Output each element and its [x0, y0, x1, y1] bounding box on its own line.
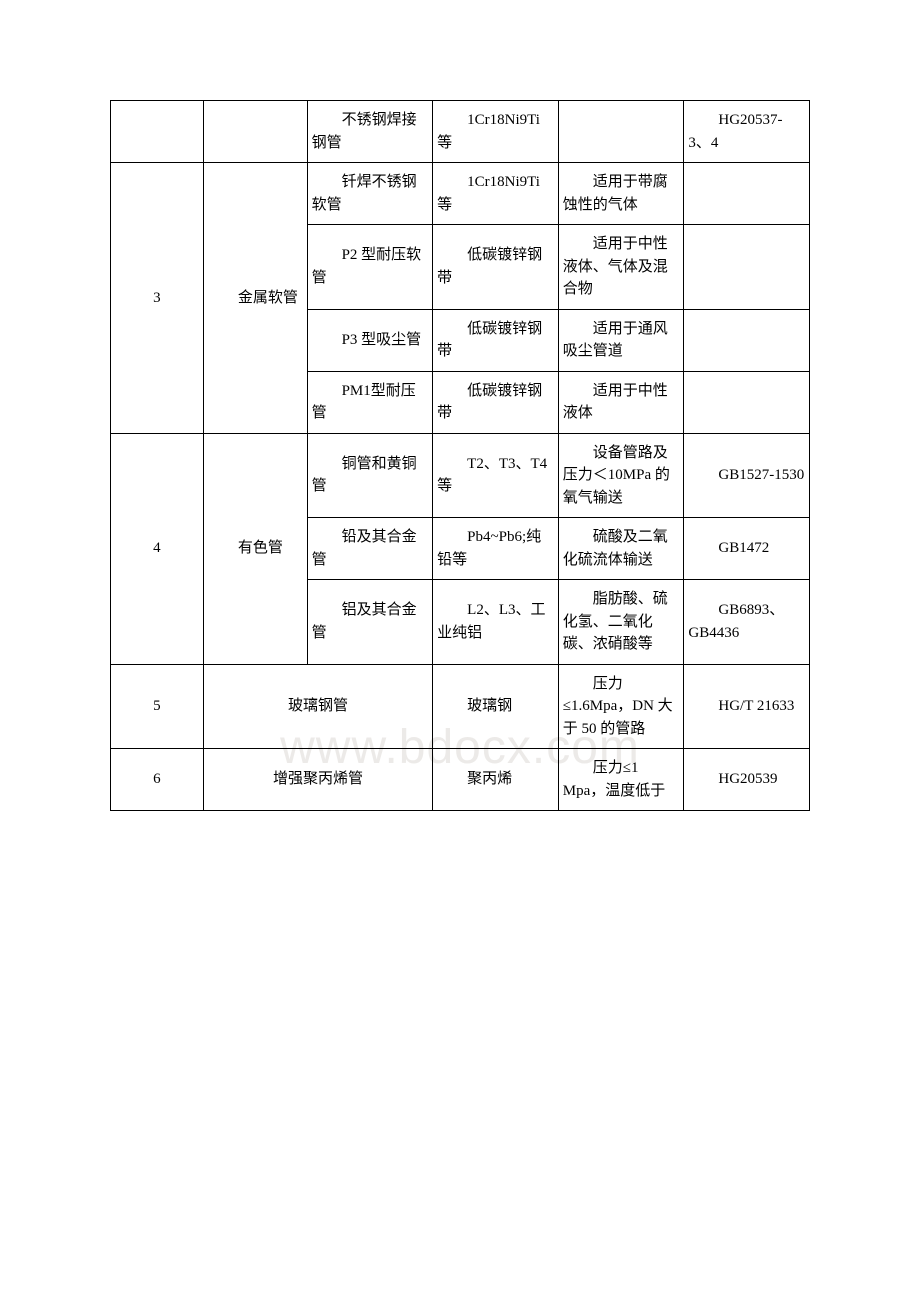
cell-category: [203, 101, 307, 163]
cell-standard: GB1527-1530: [684, 433, 810, 518]
cell-standard: HG20539: [684, 749, 810, 811]
table-row: 4 有色管 铜管和黄铜管 T2、T3、T4 等 设备管路及压力＜10MPa 的氧…: [111, 433, 810, 518]
cell-seq: 5: [111, 664, 204, 749]
cell-category: 有色管: [203, 433, 307, 664]
cell-usage: 压力≤1.6Mpa，DN 大于 50 的管路: [558, 664, 684, 749]
cell-material: 玻璃钢: [433, 664, 559, 749]
table-row: 不锈钢焊接钢管 1Cr18Ni9Ti 等 HG20537-3、4: [111, 101, 810, 163]
cell-name: 不锈钢焊接钢管: [307, 101, 433, 163]
cell-standard: [684, 309, 810, 371]
cell-material: 1Cr18Ni9Ti 等: [433, 163, 559, 225]
cell-usage: 适用于通风吸尘管道: [558, 309, 684, 371]
cell-material: T2、T3、T4 等: [433, 433, 559, 518]
cell-usage: 适用于中性液体: [558, 371, 684, 433]
table-row: 6 增强聚丙烯管 聚丙烯 压力≤1 Mpa，温度低于 HG20539: [111, 749, 810, 811]
cell-usage: 脂肪酸、硫化氢、二氧化碳、浓硝酸等: [558, 580, 684, 665]
cell-name: 铝及其合金管: [307, 580, 433, 665]
cell-seq: 4: [111, 433, 204, 664]
cell-usage: 硫酸及二氧化硫流体输送: [558, 518, 684, 580]
cell-standard: [684, 225, 810, 310]
cell-category: 玻璃钢管: [203, 664, 432, 749]
cell-material: L2、L3、工业纯铝: [433, 580, 559, 665]
cell-name: P3 型吸尘管: [307, 309, 433, 371]
cell-usage: 设备管路及压力＜10MPa 的氧气输送: [558, 433, 684, 518]
table-row: 3 金属软管 钎焊不锈钢软管 1Cr18Ni9Ti 等 适用于带腐蚀性的气体: [111, 163, 810, 225]
cell-usage: 压力≤1 Mpa，温度低于: [558, 749, 684, 811]
cell-category: 金属软管: [203, 163, 307, 434]
cell-category: 增强聚丙烯管: [203, 749, 432, 811]
cell-standard: [684, 163, 810, 225]
cell-usage: 适用于带腐蚀性的气体: [558, 163, 684, 225]
cell-material: 1Cr18Ni9Ti 等: [433, 101, 559, 163]
cell-material: 低碳镀锌钢带: [433, 371, 559, 433]
cell-name: P2 型耐压软管: [307, 225, 433, 310]
cell-standard: [684, 371, 810, 433]
cell-standard: GB1472: [684, 518, 810, 580]
cell-name: 铅及其合金管: [307, 518, 433, 580]
cell-standard: HG/T 21633: [684, 664, 810, 749]
cell-usage: 适用于中性液体、气体及混合物: [558, 225, 684, 310]
cell-usage: [558, 101, 684, 163]
cell-material: 低碳镀锌钢带: [433, 309, 559, 371]
cell-name: 钎焊不锈钢软管: [307, 163, 433, 225]
cell-material: Pb4~Pb6;纯铅等: [433, 518, 559, 580]
cell-name: 铜管和黄铜管: [307, 433, 433, 518]
cell-seq: 3: [111, 163, 204, 434]
table-row: 5 玻璃钢管 玻璃钢 压力≤1.6Mpa，DN 大于 50 的管路 HG/T 2…: [111, 664, 810, 749]
cell-name: PM1型耐压管: [307, 371, 433, 433]
cell-standard: HG20537-3、4: [684, 101, 810, 163]
cell-seq: [111, 101, 204, 163]
cell-material: 聚丙烯: [433, 749, 559, 811]
pipe-materials-table: 不锈钢焊接钢管 1Cr18Ni9Ti 等 HG20537-3、4 3 金属软管 …: [110, 100, 810, 811]
cell-seq: 6: [111, 749, 204, 811]
cell-material: 低碳镀锌钢带: [433, 225, 559, 310]
cell-standard: GB6893、GB4436: [684, 580, 810, 665]
